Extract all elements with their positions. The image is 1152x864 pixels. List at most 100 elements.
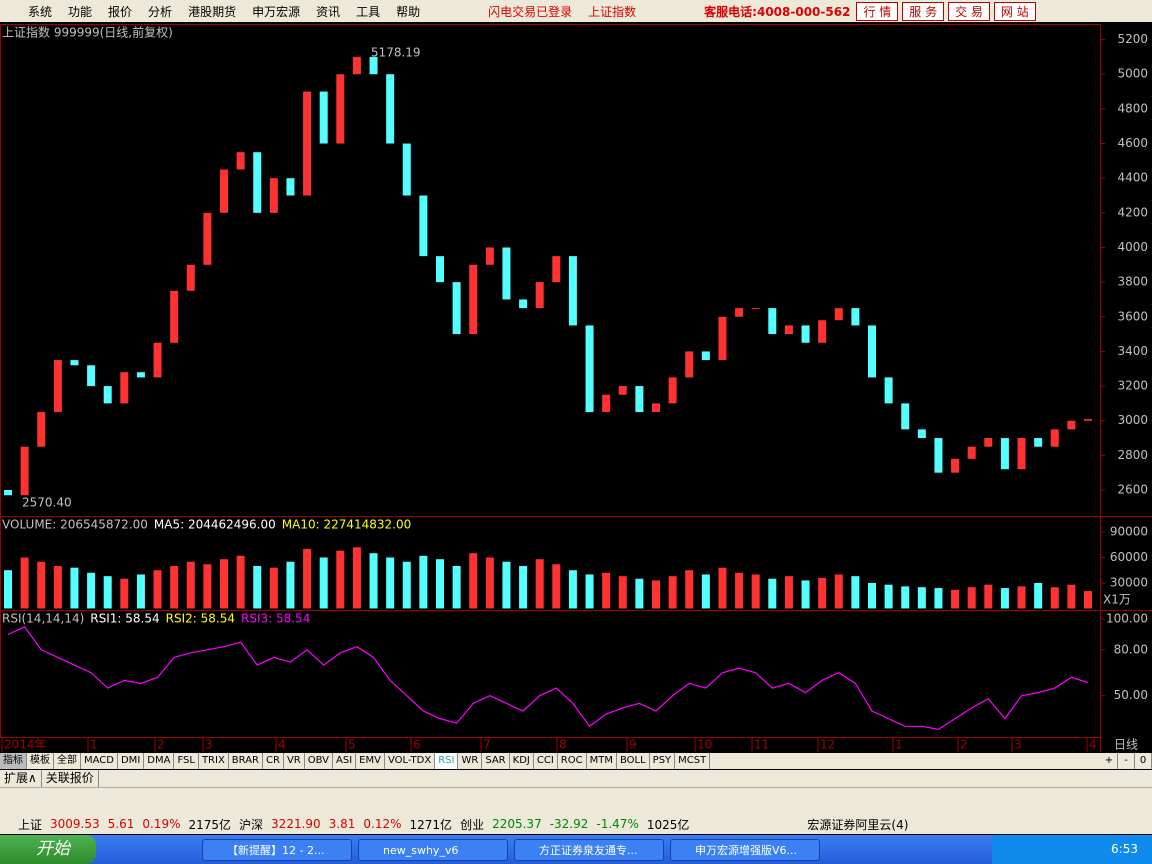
indicator-tab[interactable]: 指标 xyxy=(0,753,27,769)
volume-bar xyxy=(868,582,876,609)
indicator-tab[interactable]: KDJ xyxy=(510,753,534,769)
indicator-tab[interactable]: MTM xyxy=(587,753,617,769)
indicator-tab[interactable]: DMI xyxy=(118,753,145,769)
menu-button[interactable]: 网 站 xyxy=(993,1,1036,21)
indicator-tab[interactable]: ROC xyxy=(558,753,587,769)
candle-body xyxy=(319,91,328,144)
menu-item[interactable]: 功能 xyxy=(68,4,93,19)
indicator-tabs: 指标 模板 全部 MACD DMI DMA FSL TRIX BRAR CR VR OBV ASI EMV… xyxy=(0,753,1152,769)
x-tick-label: 7 xyxy=(483,738,491,752)
y-tick-label: 30000 xyxy=(1110,575,1148,589)
indicator-tab[interactable]: VR xyxy=(284,753,305,769)
menu-button[interactable]: 服 务 xyxy=(902,1,945,21)
blank-panel xyxy=(0,787,1152,815)
candle-body xyxy=(868,325,876,378)
volume-bar xyxy=(751,574,760,609)
indicator-tab[interactable]: BOLL xyxy=(617,753,650,769)
volume-bar xyxy=(851,576,860,609)
candle-body xyxy=(386,74,395,144)
status-item: 3009.53 xyxy=(50,817,100,831)
volume-bar xyxy=(37,561,46,609)
indicator-tab[interactable]: TRIX xyxy=(199,753,229,769)
task-button[interactable]: 申万宏源增强版V6... xyxy=(670,838,820,861)
candle-body xyxy=(851,308,860,326)
sub-tab[interactable]: 关联报价 xyxy=(42,770,99,787)
start-button[interactable]: 开始 xyxy=(0,835,96,864)
indicator-tab[interactable]: 全部 xyxy=(54,753,81,769)
candle-body xyxy=(253,152,262,213)
indicator-tab[interactable]: EMV xyxy=(356,753,385,769)
menu-item[interactable]: 分析 xyxy=(148,4,173,19)
candle-body xyxy=(602,394,611,413)
candle-body xyxy=(652,403,660,413)
task-button[interactable]: 方正证券泉友通专... xyxy=(514,838,664,861)
menu-button[interactable]: 交 易 xyxy=(948,1,990,21)
volume-bar xyxy=(103,576,112,609)
indicator-tab[interactable]: FSL xyxy=(174,753,199,769)
indicator-tab[interactable]: OBV xyxy=(305,753,333,769)
indicator-tab[interactable]: BRAR xyxy=(229,753,263,769)
y-tick-label: 3800 xyxy=(1117,275,1148,289)
candle-body xyxy=(934,438,943,473)
volume-bar xyxy=(967,587,976,609)
indicator-tab[interactable]: MACD xyxy=(81,753,118,769)
indicator-tab[interactable]: ASI xyxy=(333,753,357,769)
menu-item[interactable]: 报价 xyxy=(108,4,133,19)
volume-bar xyxy=(1000,588,1009,609)
status-item: 创业 xyxy=(460,817,485,832)
candle-body xyxy=(485,247,494,265)
volume-bar xyxy=(618,576,627,609)
legend-entry: RSI1: 58.54 xyxy=(90,612,159,626)
panel-title: RSI(14,14,14) xyxy=(2,612,84,626)
status-item: -32.92 xyxy=(549,817,589,831)
indicator-tab[interactable]: MCST xyxy=(675,753,711,769)
menu-item[interactable]: 申万宏源 xyxy=(252,4,301,19)
status-item: 0.12% xyxy=(363,817,402,831)
status-item: 1271亿 xyxy=(409,817,453,832)
menu-item[interactable]: 帮助 xyxy=(396,4,421,19)
tab-button[interactable]: - xyxy=(1118,753,1135,769)
candle-body xyxy=(1017,438,1026,470)
candle-body xyxy=(419,195,428,257)
menu-button[interactable]: 行 情 xyxy=(856,1,899,21)
volume-bar xyxy=(253,565,262,609)
volume-bar xyxy=(701,574,710,609)
candle-body xyxy=(153,342,162,378)
indicator-tab[interactable]: DMA xyxy=(144,753,175,769)
volume-bar xyxy=(220,559,228,609)
menu-item[interactable]: 工具 xyxy=(356,4,381,19)
candle-body xyxy=(20,446,29,496)
indicator-tab[interactable]: WR xyxy=(458,753,483,769)
menu-item[interactable]: 资讯 xyxy=(316,4,341,19)
task-button[interactable]: new_swhy_v6 xyxy=(358,838,508,861)
status-item: 5.61 xyxy=(107,817,135,831)
x-tick-label: 10 xyxy=(697,738,712,752)
status-item: 宏源证券阿里云(4) xyxy=(807,817,909,832)
menu-item[interactable]: 系统 xyxy=(28,4,53,19)
indicator-tab[interactable]: VOL-TDX xyxy=(385,753,436,769)
indicator-tab[interactable]: 模板 xyxy=(27,753,54,769)
volume-bar xyxy=(502,561,511,609)
volume-bar xyxy=(153,570,162,609)
y-tick-label: 4200 xyxy=(1117,205,1148,219)
candle-body xyxy=(1034,438,1043,447)
menu-item[interactable]: 港股期货 xyxy=(188,4,237,19)
y-tick-label: 2800 xyxy=(1117,448,1148,462)
tab-button[interactable]: + xyxy=(1101,753,1118,769)
tab-button[interactable]: 0 xyxy=(1135,753,1152,769)
volume-bar xyxy=(668,576,677,609)
volume-bar xyxy=(519,565,528,609)
sub-tab[interactable]: 扩展∧ xyxy=(0,770,42,787)
task-button[interactable]: 【新提醒】12 - 2... xyxy=(202,838,352,861)
indicator-tab[interactable]: CCI xyxy=(534,753,558,769)
annotation: 5178.19 xyxy=(371,45,421,59)
indicator-tab[interactable]: RSI xyxy=(435,753,459,769)
volume-bar xyxy=(834,574,843,609)
candle-body xyxy=(735,308,744,317)
x-tick-label: 1 xyxy=(90,738,98,752)
volume-bar xyxy=(1034,582,1043,609)
indicator-tab[interactable]: PSY xyxy=(650,753,676,769)
indicator-tab[interactable]: CR xyxy=(263,753,284,769)
y-tick-label: 4000 xyxy=(1117,240,1148,254)
indicator-tab[interactable]: SAR xyxy=(482,753,510,769)
